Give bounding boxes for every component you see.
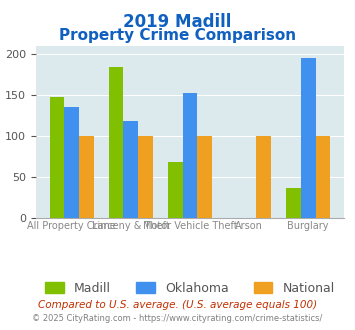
Bar [79, 136, 94, 218]
Bar [256, 136, 271, 218]
Bar [124, 120, 138, 218]
Bar [50, 97, 64, 218]
Bar [64, 108, 79, 218]
Bar [286, 187, 301, 218]
Bar [168, 162, 182, 218]
Bar [138, 136, 153, 218]
Bar [301, 58, 316, 218]
Text: 2019 Madill: 2019 Madill [123, 13, 232, 31]
Bar [316, 136, 330, 218]
Bar [109, 67, 124, 218]
Bar [182, 93, 197, 218]
Text: Compared to U.S. average. (U.S. average equals 100): Compared to U.S. average. (U.S. average … [38, 300, 317, 310]
Text: © 2025 CityRating.com - https://www.cityrating.com/crime-statistics/: © 2025 CityRating.com - https://www.city… [32, 314, 323, 323]
Legend: Madill, Oklahoma, National: Madill, Oklahoma, National [39, 275, 341, 301]
Text: Property Crime Comparison: Property Crime Comparison [59, 28, 296, 43]
Bar [197, 136, 212, 218]
